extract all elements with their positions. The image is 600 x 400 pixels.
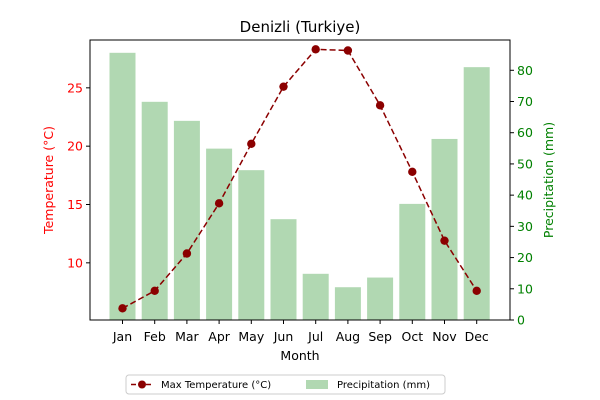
precip-bar-nov [431, 138, 458, 320]
right-axis-label: Precipitation (mm) [541, 122, 556, 238]
temp-point-jul [311, 45, 320, 54]
precip-bar-jul [302, 273, 329, 320]
legend-marker-swatch [138, 380, 146, 389]
x-tick-label-nov: Nov [432, 329, 457, 344]
temp-point-jan [118, 304, 127, 313]
x-tick-label-jul: Jul [307, 329, 323, 344]
legend-label-temperature: Max Temperature (°C) [161, 380, 271, 391]
temp-point-dec [472, 286, 481, 296]
temp-point-aug [343, 46, 353, 55]
x-tick-label-jan: Jan [112, 329, 132, 344]
legend-box [125, 374, 446, 395]
x-tick-label-may: May [238, 329, 264, 344]
legend-bar-swatch [306, 380, 328, 389]
temperature-line-layer [118, 45, 481, 313]
temp-point-feb [150, 286, 159, 296]
right-tick-label: 50 [517, 156, 533, 171]
right-tick-label: 0 [517, 313, 525, 328]
legend-label-precipitation: Precipitation (mm) [337, 380, 430, 391]
precip-bar-jan [109, 52, 136, 321]
temp-point-sep [375, 101, 385, 110]
precip-bar-mar [173, 120, 200, 320]
temp-point-mar [182, 249, 192, 258]
chart-title: Denizli (Turkiye) [240, 18, 361, 36]
precip-bar-apr [206, 148, 233, 320]
temperature-line [122, 48, 478, 309]
x-axis-label: Month [280, 348, 319, 363]
precip-bar-feb [141, 101, 168, 320]
precip-bar-oct [399, 203, 426, 320]
right-tick-label: 80 [517, 63, 533, 78]
x-tick-label-oct: Oct [401, 329, 423, 344]
left-tick-label: 15 [67, 197, 83, 212]
left-axis-ticks: 10 15 20 25 [67, 80, 90, 270]
precipitation-bars [109, 52, 490, 321]
x-tick-label-mar: Mar [175, 329, 199, 344]
temp-point-may [247, 139, 256, 149]
x-axis-ticks: Jan Feb Mar Apr May Jun Jul Aug Sep Oct Nov Dec [112, 320, 489, 344]
x-tick-label-feb: Feb [144, 329, 166, 344]
left-tick-label: 10 [67, 255, 83, 270]
precip-bar-jun [270, 219, 297, 320]
precip-bar-may [238, 170, 265, 320]
left-axis-label: Temperature (°C) [41, 126, 56, 235]
x-tick-label-jun: Jun [273, 329, 294, 344]
right-tick-label: 10 [517, 281, 533, 296]
x-tick-label-aug: Aug [336, 329, 360, 344]
precip-bar-dec [463, 67, 490, 320]
x-tick-label-dec: Dec [465, 329, 489, 344]
right-tick-label: 30 [517, 219, 533, 234]
legend: Max Temperature (°C) Precipitation (mm) [125, 374, 446, 395]
temp-point-jun [279, 82, 288, 91]
right-tick-label: 40 [517, 188, 533, 203]
right-axis-ticks: 0 10 20 30 40 50 60 70 80 [510, 63, 533, 328]
precip-bar-sep [367, 277, 394, 320]
x-tick-label-sep: Sep [368, 329, 392, 344]
left-tick-label: 20 [67, 139, 83, 154]
left-tick-label: 25 [67, 80, 83, 95]
temp-point-nov [440, 236, 449, 245]
right-tick-label: 20 [517, 250, 533, 265]
precip-bar-aug [334, 287, 361, 320]
plot-frame [89, 39, 511, 321]
temp-point-oct [408, 167, 417, 177]
right-tick-label: 60 [517, 125, 533, 140]
x-tick-label-apr: Apr [208, 329, 230, 344]
temp-point-apr [214, 199, 224, 208]
right-tick-label: 70 [517, 94, 533, 109]
